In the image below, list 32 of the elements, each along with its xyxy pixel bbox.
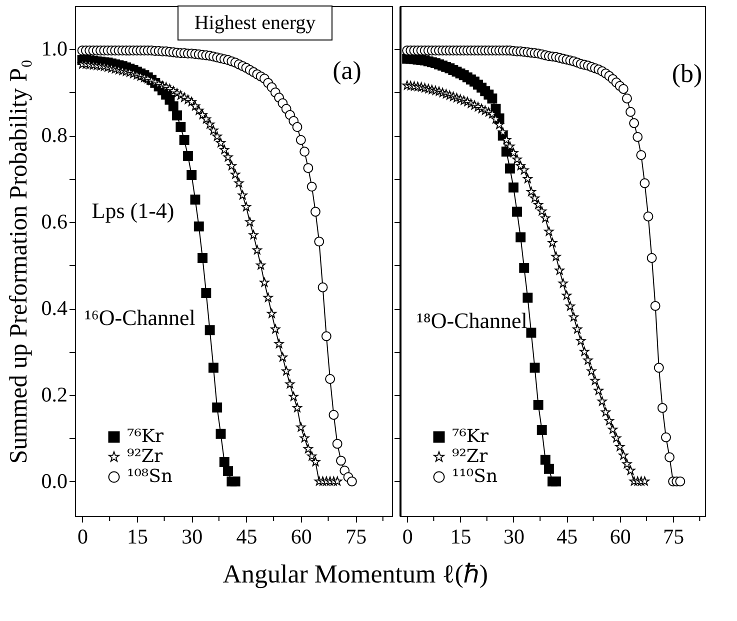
y-tick-label: 1.0 [41,36,68,61]
annotation: ¹⁸O-Channel [416,308,528,333]
legend-label: ⁹²Zr [452,446,488,467]
x-tick-label: 30 [503,524,524,548]
legend-label: ⁷⁶Kr [127,426,164,447]
annotation: (a) [332,56,362,85]
x-tick-label: 0 [78,524,88,548]
x-tick-label: 45 [556,524,578,548]
x-tick-label: 60 [610,524,631,548]
x-tick-label: 45 [236,524,258,548]
x-tick-label: 15 [450,524,472,548]
x-tick-label: 60 [290,524,312,548]
legend-label: ¹⁰⁸Sn [127,466,173,487]
x-axis-title: Angular Momentum ℓ(ℏ) [222,560,488,588]
x-tick-label: 75 [346,524,367,548]
x-tick-label: 75 [663,524,684,548]
y-tick-label: 0.8 [41,123,68,148]
y-tick-label: 0.0 [41,468,68,493]
y-tick-label: 0.6 [41,210,68,234]
annotation: Highest energy [194,12,316,34]
x-tick-label: 30 [182,524,203,548]
legend-label: ⁹²Zr [127,446,163,467]
y-tick-label: 0.4 [41,296,68,320]
annotation: ¹⁶O-Channel [84,305,196,330]
legend-label: ⁷⁶Kr [452,426,489,447]
legend-label: ¹¹⁰Sn [452,466,498,487]
y-axis-title: Summed up Preformation Probability P₀ [5,59,32,464]
y-tick-label: 0.2 [41,382,68,406]
x-tick-label: 15 [126,524,148,548]
annotation: (b) [672,59,702,88]
x-tick-label: 0 [402,524,413,548]
annotation: Lps (1-4) [92,198,174,223]
